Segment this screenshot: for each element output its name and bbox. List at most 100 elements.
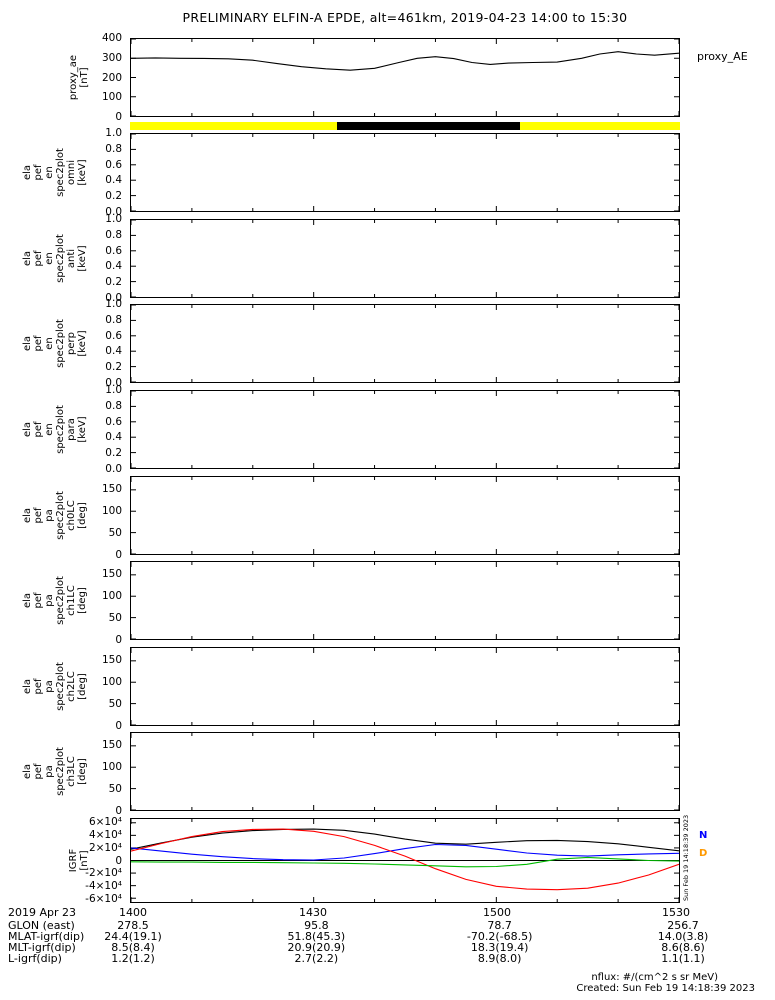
y-tick-label: 0 — [115, 549, 122, 561]
en-spec-para-ytick-labels: 0.0 0.2 0.4 0.6 0.8 1.0 — [56, 384, 126, 475]
y-tick-label: -2×10⁴ — [85, 867, 122, 880]
y-tick-label: 1.0 — [105, 127, 122, 139]
ephemeris-value: 8.9(8.0) — [477, 952, 522, 965]
pa-spec-ch0-ytick-labels: 0 50 100 150 — [56, 476, 126, 561]
y-tick-label: 100 — [101, 590, 122, 603]
igrf-ytick-labels: -6×10⁴ -4×10⁴ -2×10⁴ 0 2×10⁴ 4×10⁴ 6×10⁴ — [56, 815, 126, 906]
pa-spec-ch0-ylabel: ela pef pa spec2plot ch0LC [deg] — [22, 491, 88, 540]
y-tick-label: 0.6 — [105, 329, 122, 342]
proxy-ae-ytick-labels: 0 100 200 300 400 — [56, 32, 126, 123]
pa-spec-ch3-panel — [130, 732, 680, 811]
igrf-right-label-n: N — [699, 830, 708, 841]
y-tick-label: 1.0 — [105, 298, 122, 310]
proxy-ae-panel — [130, 38, 680, 117]
plot-title: PRELIMINARY ELFIN-A EPDE, alt=461km, 201… — [182, 10, 628, 25]
igrf-ylabel: IGRF [nT] — [68, 848, 90, 873]
y-tick-label: 0.8 — [105, 142, 122, 155]
y-tick-label: 50 — [108, 527, 122, 540]
y-tick-label: 0 — [115, 805, 122, 817]
science-zone-bar — [130, 122, 680, 130]
y-tick-label: 0.6 — [105, 158, 122, 171]
ephemeris-value: -70.2(-68.5) — [466, 930, 533, 943]
y-tick-label: 0 — [115, 111, 122, 123]
ela_pef_pa_spec2plot_ch3LC-svg — [131, 733, 679, 810]
y-tick-label: 1.0 — [105, 384, 122, 396]
y-tick-label: 0.4 — [105, 345, 122, 358]
y-tick-label: 6×10⁴ — [88, 815, 122, 828]
en-spec-perp-panel — [130, 304, 680, 383]
ela_pef_pa_spec2plot_ch1LC-svg — [131, 562, 679, 639]
y-tick-label: 100 — [101, 505, 122, 518]
y-tick-label: 100 — [101, 91, 122, 104]
date-label: 2019 Apr 23 — [8, 906, 77, 919]
y-tick-label: -6×10⁴ — [85, 893, 122, 906]
y-tick-label: 0 — [115, 634, 122, 646]
x-tick-label-1400: 1400 — [119, 906, 147, 919]
y-tick-label: 150 — [101, 568, 122, 581]
en-spec-para-panel — [130, 390, 680, 469]
y-tick-label: 0.6 — [105, 415, 122, 428]
footer-created-timestamp: Created: Sun Feb 19 14:18:39 2023 — [576, 983, 755, 994]
ela_pef_en_spec2plot_perp-svg — [131, 305, 679, 382]
y-tick-label: 0.8 — [105, 313, 122, 326]
en-spec-anti-ytick-labels: 0.0 0.2 0.4 0.6 0.8 1.0 — [56, 213, 126, 304]
pa-spec-ch2-ylabel: ela pef pa spec2plot ch2LC [deg] — [22, 662, 88, 711]
y-tick-label: 0.0 — [105, 463, 122, 475]
y-tick-label: 0.0 — [105, 377, 122, 389]
science-zone-collection — [337, 122, 520, 130]
y-tick-label: 100 — [101, 761, 122, 774]
ephemeris-value: 2.7(2.2) — [294, 952, 339, 965]
proxy_AE-svg — [131, 39, 679, 116]
y-tick-label: 200 — [101, 71, 122, 84]
y-tick-label: 1.0 — [105, 213, 122, 225]
en-spec-perp-ytick-labels: 0.0 0.2 0.4 0.6 0.8 1.0 — [56, 298, 126, 389]
ephemeris-value: 8.5(8.4) — [111, 941, 155, 954]
pa-spec-ch2-panel — [130, 647, 680, 726]
ela_pef_en_spec2plot_para-svg — [131, 391, 679, 468]
igrf-blue-line — [131, 843, 679, 861]
proxy_AE-line — [131, 51, 679, 71]
y-tick-label: 400 — [101, 32, 122, 44]
ela_pef_en_spec2plot_anti-svg — [131, 220, 679, 297]
ephemeris-value: 1.1(1.1) — [661, 952, 705, 965]
ela_pef_pa_spec2plot_ch0LC-svg — [131, 477, 679, 554]
ephemeris-value: 51.8(45.3) — [287, 930, 346, 943]
y-tick-label: 300 — [101, 51, 122, 64]
IGRF-svg — [131, 819, 679, 902]
footer-nflux-units: nflux: #/(cm^2 s sr MeV) — [591, 972, 718, 983]
y-tick-label: 0.2 — [105, 447, 122, 460]
ephemeris-value: 24.4(19.1) — [104, 930, 162, 943]
pa-spec-ch2-ytick-labels: 0 50 100 150 — [56, 647, 126, 732]
y-tick-label: 150 — [101, 483, 122, 496]
ephemeris-value: 278.5 — [117, 919, 149, 932]
igrf-green-line — [131, 856, 679, 868]
en-spec-omni-ytick-labels: 0.0 0.2 0.4 0.6 0.8 1.0 — [56, 127, 126, 218]
ephemeris-value: 1.2(1.2) — [111, 952, 155, 965]
y-tick-label: 2×10⁴ — [88, 841, 122, 854]
ephemeris-value: 20.9(20.9) — [287, 941, 346, 954]
y-tick-label: 0.2 — [105, 190, 122, 203]
y-tick-label: 0.2 — [105, 361, 122, 374]
y-tick-label: 150 — [101, 654, 122, 667]
y-tick-label: 0.6 — [105, 244, 122, 257]
proxy-ae-right-label: proxy_AE — [697, 50, 748, 63]
ephemeris-value: 18.3(19.4) — [470, 941, 529, 954]
igrf-red-line — [131, 828, 679, 891]
x-tick-label-1530: 1530 — [662, 906, 690, 919]
ephemeris-value: 78.7 — [487, 919, 512, 932]
y-tick-label: 0.8 — [105, 228, 122, 241]
igrf-black-line — [131, 828, 679, 852]
en-spec-anti-ylabel: ela pef en spec2plot anti [keV] — [22, 234, 88, 283]
y-tick-label: 0 — [115, 854, 122, 867]
y-tick-label: 50 — [108, 783, 122, 796]
pa-spec-ch1-ytick-labels: 0 50 100 150 — [56, 561, 126, 646]
ephemeris-row-label: L-igrf(dip) — [8, 952, 62, 965]
y-tick-label: -4×10⁴ — [85, 880, 122, 893]
en-spec-omni-panel — [130, 133, 680, 212]
y-tick-label: 0.0 — [105, 206, 122, 218]
y-tick-label: 4×10⁴ — [88, 828, 122, 841]
ephemeris-value: 256.7 — [667, 919, 699, 932]
en-spec-anti-panel — [130, 219, 680, 298]
ela_pef_pa_spec2plot_ch2LC-svg — [131, 648, 679, 725]
